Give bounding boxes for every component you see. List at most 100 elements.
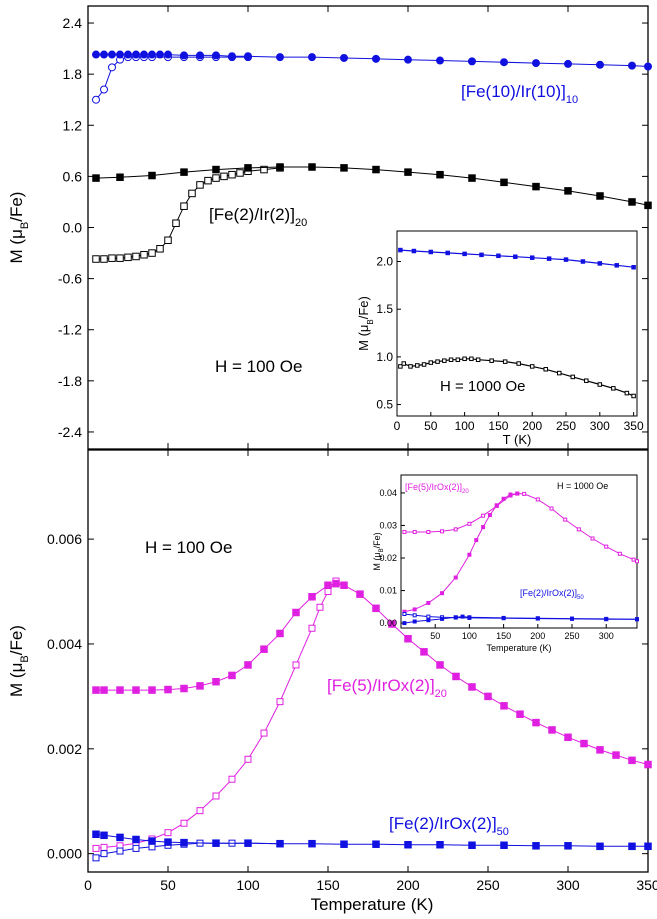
top-inset-point bbox=[398, 364, 403, 369]
top-fc-point bbox=[404, 168, 412, 176]
top-inset-x-tick-label: 50 bbox=[424, 419, 438, 433]
bottom-y-tick-label: 0.000 bbox=[47, 846, 82, 862]
bottom-fc-point bbox=[420, 648, 428, 656]
bottom-fc-point bbox=[212, 677, 220, 686]
top-inset-point bbox=[631, 264, 636, 270]
top-fc-point bbox=[564, 59, 572, 68]
bottom-inset-point bbox=[412, 529, 417, 534]
bottom-zfc-point bbox=[92, 844, 100, 852]
top-panel: -2.4 -1.8 -1.2 -0.6 0.0 0.6 1.2 1.8 2.4 M (μB/Fe)… bbox=[7, 5, 652, 450]
top-series-label-fe10: [Fe(10)/Ir(10)]10 bbox=[461, 82, 578, 106]
bottom-inset-point bbox=[474, 538, 479, 543]
bottom-zfc-point bbox=[100, 843, 108, 851]
bottom-zfc-point bbox=[180, 819, 188, 827]
bottom-fc-point bbox=[180, 684, 188, 693]
bottom-fc-point bbox=[564, 842, 572, 850]
bottom-fc-point bbox=[564, 733, 572, 742]
bottom-fc-point bbox=[332, 579, 340, 588]
bottom-x-tick-label: 200 bbox=[396, 877, 420, 893]
top-series-label-fe2: [Fe(2)/Ir(2)]20 bbox=[209, 205, 307, 229]
bottom-fc-point bbox=[500, 841, 508, 850]
bottom-fc-point bbox=[340, 581, 348, 589]
top-fc-point bbox=[308, 53, 316, 62]
top-fc-point bbox=[596, 192, 604, 200]
bottom-x-tick-label: 250 bbox=[476, 877, 500, 893]
top-fc-point bbox=[212, 165, 220, 174]
bottom-inset-y-axis-label: M (μB/Fe) bbox=[372, 532, 385, 570]
bottom-inset-x-tick-label: 100 bbox=[462, 631, 477, 641]
top-inset-y-tick-label: 1.0 bbox=[376, 350, 393, 364]
top-fc-point bbox=[644, 201, 652, 210]
bottom-fc-point bbox=[100, 686, 108, 694]
bottom-fc-point bbox=[100, 831, 108, 840]
top-inset-point bbox=[445, 250, 450, 256]
bottom-zfc-point bbox=[196, 807, 204, 815]
bottom-fc-point bbox=[244, 661, 252, 669]
bottom-fc-point bbox=[644, 842, 652, 851]
top-fc-point bbox=[108, 50, 116, 59]
bottom-inset-label-fe5: [Fe(5)/IrOx(2)]20 bbox=[405, 482, 469, 495]
top-fc-point bbox=[500, 58, 508, 67]
top-fc-point bbox=[468, 174, 476, 182]
top-inset-point bbox=[489, 358, 494, 363]
top-zfc-point bbox=[100, 85, 108, 94]
top-inset-point bbox=[469, 356, 474, 362]
bottom-fc-point bbox=[484, 692, 492, 701]
bottom-fc-point bbox=[164, 685, 172, 694]
top-fc-point bbox=[132, 50, 140, 59]
bottom-fc-point bbox=[372, 604, 380, 613]
top-zfc-point bbox=[196, 181, 204, 189]
top-fc-point bbox=[148, 50, 156, 59]
bottom-fc-point bbox=[260, 645, 268, 653]
bottom-series-label-fe2: [Fe(2)/IrOx(2)]50 bbox=[389, 814, 509, 838]
top-zfc-point bbox=[108, 63, 116, 72]
bottom-x-tick-label: 350 bbox=[636, 877, 657, 893]
bottom-inset-point bbox=[494, 503, 499, 508]
top-y-tick-label: -2.4 bbox=[58, 424, 82, 440]
top-inset-point bbox=[631, 393, 636, 399]
bottom-inset-point bbox=[412, 607, 417, 612]
bottom-inset-point bbox=[508, 492, 513, 497]
top-inset-point bbox=[479, 252, 484, 258]
bottom-fc-point bbox=[628, 842, 636, 851]
top-inset-point bbox=[442, 358, 447, 363]
bottom-inset-x-tick-label: 300 bbox=[599, 631, 614, 641]
bottom-field-label: H = 100 Oe bbox=[145, 538, 232, 557]
bottom-series-fc-line bbox=[95, 833, 648, 847]
bottom-fc-point bbox=[500, 702, 508, 710]
top-inset-point bbox=[580, 259, 586, 264]
bottom-inset-point bbox=[617, 551, 622, 556]
bottom-inset-point bbox=[467, 521, 472, 526]
top-inset-point bbox=[570, 374, 576, 380]
top-fc-point bbox=[436, 170, 444, 179]
top-fc-point bbox=[124, 50, 132, 59]
bottom-inset-label-fe2: [Fe(2)/IrOx(2)]50 bbox=[520, 588, 584, 601]
top-field-label: H = 100 Oe bbox=[215, 357, 302, 376]
bottom-inset-x-tick-label: 200 bbox=[530, 631, 545, 641]
bottom-inset-y-tick-label: 0.04 bbox=[379, 488, 397, 498]
bottom-inset-point bbox=[576, 527, 581, 532]
bottom-fc-point bbox=[548, 726, 556, 734]
bottom-inset-x-tick-label: 50 bbox=[430, 631, 440, 641]
bottom-fc-point bbox=[132, 835, 140, 844]
top-fc-point bbox=[140, 50, 148, 59]
bottom-fc-point bbox=[244, 839, 252, 847]
top-inset-y-tick-label: 2.0 bbox=[376, 255, 393, 269]
bottom-fc-point bbox=[276, 629, 284, 638]
top-inset-y-tick-label: 0.5 bbox=[376, 398, 393, 412]
top-inset-x-tick-label: 350 bbox=[624, 419, 644, 433]
top-inset-point bbox=[563, 257, 569, 262]
bottom-inset-point bbox=[453, 527, 458, 532]
bottom-fc-point bbox=[388, 620, 396, 628]
top-inset-point bbox=[597, 382, 603, 387]
bottom-inset-point bbox=[412, 619, 417, 624]
top-fc-point bbox=[228, 52, 236, 61]
bottom-fc-point bbox=[164, 838, 172, 846]
bottom-inset-point bbox=[635, 617, 639, 622]
bottom-fc-point bbox=[612, 751, 620, 759]
bottom-fc-point bbox=[468, 683, 476, 691]
bottom-fc-point bbox=[148, 837, 156, 845]
bottom-y-tick-label: 0.006 bbox=[47, 531, 82, 547]
top-fc-point bbox=[340, 164, 348, 172]
